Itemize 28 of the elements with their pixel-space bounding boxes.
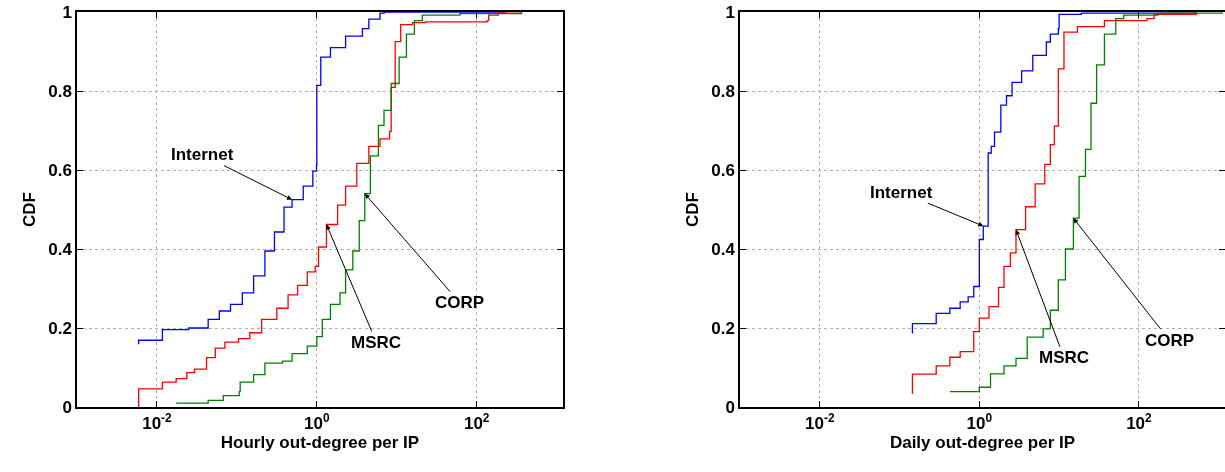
annotation: MSRC <box>351 333 402 352</box>
y-tick-label: 0.4 <box>711 239 736 259</box>
x-tick-label: 10$^{2}$ <box>463 411 490 434</box>
x-tick-label: 10$^{2}$ <box>1126 411 1153 434</box>
y-tick-label: 0.6 <box>48 160 72 180</box>
annotation: CORP <box>435 293 485 312</box>
y-tick-label: 1 <box>62 2 72 22</box>
y-tick-label: 0.2 <box>48 318 72 338</box>
y-tick-label: 1 <box>725 2 735 22</box>
y-tick-label: 0.4 <box>48 239 73 259</box>
y-tick-label: 0 <box>62 397 72 417</box>
annotation: Internet <box>870 183 933 202</box>
y-axis-title: CDF <box>20 192 40 227</box>
x-axis-title: Daily out-degree per IP <box>889 433 1076 453</box>
x-tick-label: 10$^{0}$ <box>304 411 330 434</box>
y-tick-label: 0.8 <box>711 81 735 101</box>
x-tick-label: 10$^{0}$ <box>966 411 993 434</box>
x-tick-label: 10$^{-2}$ <box>142 411 173 434</box>
y-tick-label: 0.6 <box>711 160 735 180</box>
y-tick-label: 0.2 <box>711 318 735 338</box>
x-axis-title: Hourly out-degree per IP <box>220 433 420 453</box>
annotation: MSRC <box>1039 348 1090 367</box>
annotation: CORP <box>1145 331 1195 350</box>
y-axis-title: CDF <box>683 192 703 227</box>
y-tick-label: 0 <box>725 397 735 417</box>
x-tick-label: 10$^{-2}$ <box>805 411 835 434</box>
y-tick-label: 0.8 <box>48 81 72 101</box>
annotation: Internet <box>171 145 234 164</box>
